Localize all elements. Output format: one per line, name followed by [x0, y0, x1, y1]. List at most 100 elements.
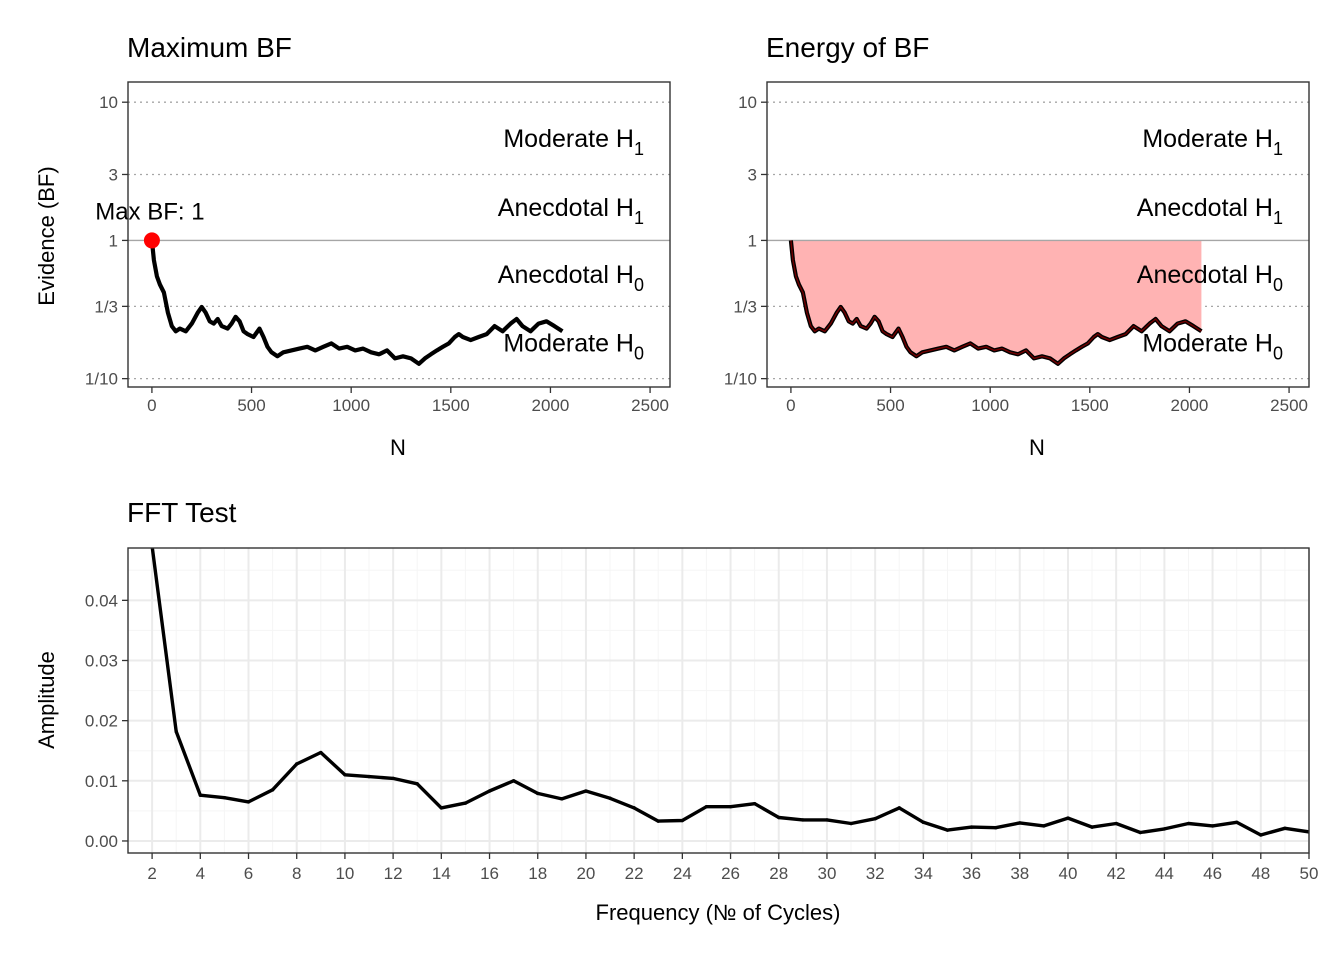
fft-point	[198, 793, 203, 797]
x-tick-label: 2000	[1171, 396, 1209, 415]
x-tick-label: 500	[237, 396, 265, 415]
x-tick-label: 1000	[971, 396, 1009, 415]
y-tick-label: 0.04	[85, 591, 118, 610]
fft-point	[1259, 833, 1263, 837]
y-tick-label: 1/10	[85, 370, 118, 389]
panel-border	[127, 547, 1310, 854]
y-tick-label: 0.03	[85, 651, 118, 670]
fft-point	[1162, 827, 1167, 831]
x-tick-label: 30	[817, 864, 836, 883]
fft-point	[849, 821, 853, 826]
x-tick-label: 2000	[532, 396, 570, 415]
fft-point	[1138, 830, 1142, 835]
fft-point	[1042, 824, 1046, 828]
x-tick-label: 20	[576, 864, 595, 883]
panel-title-fft: FFT Test	[127, 497, 237, 528]
region-label: Moderate H1	[1142, 125, 1283, 159]
x-tick-label: 12	[384, 864, 403, 883]
y-axis-title-evidence: Evidence (BF)	[34, 166, 59, 305]
panel-title-max-bf: Maximum BF	[127, 32, 292, 63]
x-tick-label: 34	[914, 864, 933, 883]
fft-point	[295, 762, 299, 766]
x-tick-label: 1000	[332, 396, 370, 415]
x-tick-label: 28	[769, 864, 788, 883]
y-tick-label: 1/3	[94, 297, 118, 316]
fft-point	[222, 795, 227, 800]
fft-point	[584, 789, 588, 793]
y-tick-label: 1/3	[733, 297, 757, 316]
fft-point	[656, 819, 660, 823]
x-tick-label: 18	[528, 864, 547, 883]
x-tick-label: 8	[292, 864, 301, 883]
x-tick-label: 1500	[1071, 396, 1109, 415]
y-tick-label: 1/10	[724, 370, 757, 389]
y-axis-title-amplitude: Amplitude	[34, 651, 59, 749]
x-tick-label: 1500	[432, 396, 470, 415]
fft-point	[945, 828, 950, 832]
x-tick-label: 40	[1059, 864, 1078, 883]
fft-point	[536, 791, 540, 796]
x-tick-label: 500	[876, 396, 904, 415]
energy-fill-area	[790, 240, 1202, 364]
y-tick-label: 0.02	[85, 712, 118, 731]
x-tick-label: 2500	[631, 396, 669, 415]
fft-point	[1186, 821, 1191, 826]
panel-fft-plot-area: 2 4 6 8 10 12 14 16 18 20 22 24 26 28 30 32 34 36 38 40 42 44…	[85, 547, 1319, 883]
x-tick-label: 10	[335, 864, 354, 883]
fft-point	[1234, 820, 1239, 825]
y-tick-label: 0.00	[85, 832, 118, 851]
region-label: Anecdotal H1	[1137, 194, 1283, 228]
fft-point	[1283, 826, 1287, 831]
fft-point	[825, 818, 829, 822]
fft-point	[391, 776, 395, 781]
fft-point	[1210, 824, 1215, 828]
bf-series-line	[149, 240, 564, 366]
x-tick-label: 2	[147, 864, 156, 883]
y-tick-label: 1	[748, 231, 757, 250]
max-bf-label: Max BF: 1	[95, 198, 204, 225]
y-tick-label: 10	[738, 93, 757, 112]
x-tick-label: 0	[147, 396, 156, 415]
panel-border	[766, 81, 1310, 388]
y-tick-label: 10	[99, 93, 118, 112]
x-axis-title-max-bf: N	[390, 435, 406, 460]
fft-point	[921, 820, 926, 825]
x-tick-label: 26	[721, 864, 740, 883]
x-tick-label: 4	[196, 864, 205, 883]
x-tick-label: 48	[1251, 864, 1270, 883]
fft-point	[608, 796, 612, 800]
x-tick-label: 2500	[1270, 396, 1308, 415]
x-tick-label: 14	[432, 864, 451, 883]
fft-point	[632, 806, 636, 810]
fft-point	[680, 818, 685, 823]
fft-point	[246, 800, 251, 804]
x-tick-label: 6	[244, 864, 253, 883]
fft-point	[1114, 821, 1118, 826]
x-tick-label: 50	[1300, 864, 1319, 883]
fft-point	[993, 826, 998, 830]
panel-title-energy-bf: Energy of BF	[766, 32, 929, 63]
x-tick-label: 42	[1107, 864, 1126, 883]
x-tick-label: 0	[786, 396, 795, 415]
fft-point	[487, 789, 492, 793]
y-tick-label: 3	[748, 165, 757, 184]
fft-point	[777, 815, 781, 820]
x-axis-title-energy-bf: N	[1029, 435, 1045, 460]
x-tick-label: 46	[1203, 864, 1222, 883]
x-tick-label: 32	[866, 864, 885, 883]
region-label: Moderate H0	[503, 329, 644, 363]
panel-max-bf-plot-area: Moderate H1 Anecdotal H1 Anecdotal H0 Moder…	[85, 81, 671, 415]
fft-point	[367, 774, 371, 779]
region-label: Moderate H0	[1142, 329, 1283, 363]
max-bf-point	[143, 232, 160, 249]
x-tick-label: 44	[1155, 864, 1174, 883]
x-tick-label: 38	[1010, 864, 1029, 883]
fft-point	[752, 801, 757, 806]
x-tick-label: 16	[480, 864, 499, 883]
x-axis-title-frequency: Frequency (№ of Cycles)	[596, 900, 841, 925]
panel-border	[127, 81, 671, 388]
fft-point	[969, 825, 974, 829]
fft-point	[704, 804, 709, 809]
fft-point	[415, 782, 419, 786]
